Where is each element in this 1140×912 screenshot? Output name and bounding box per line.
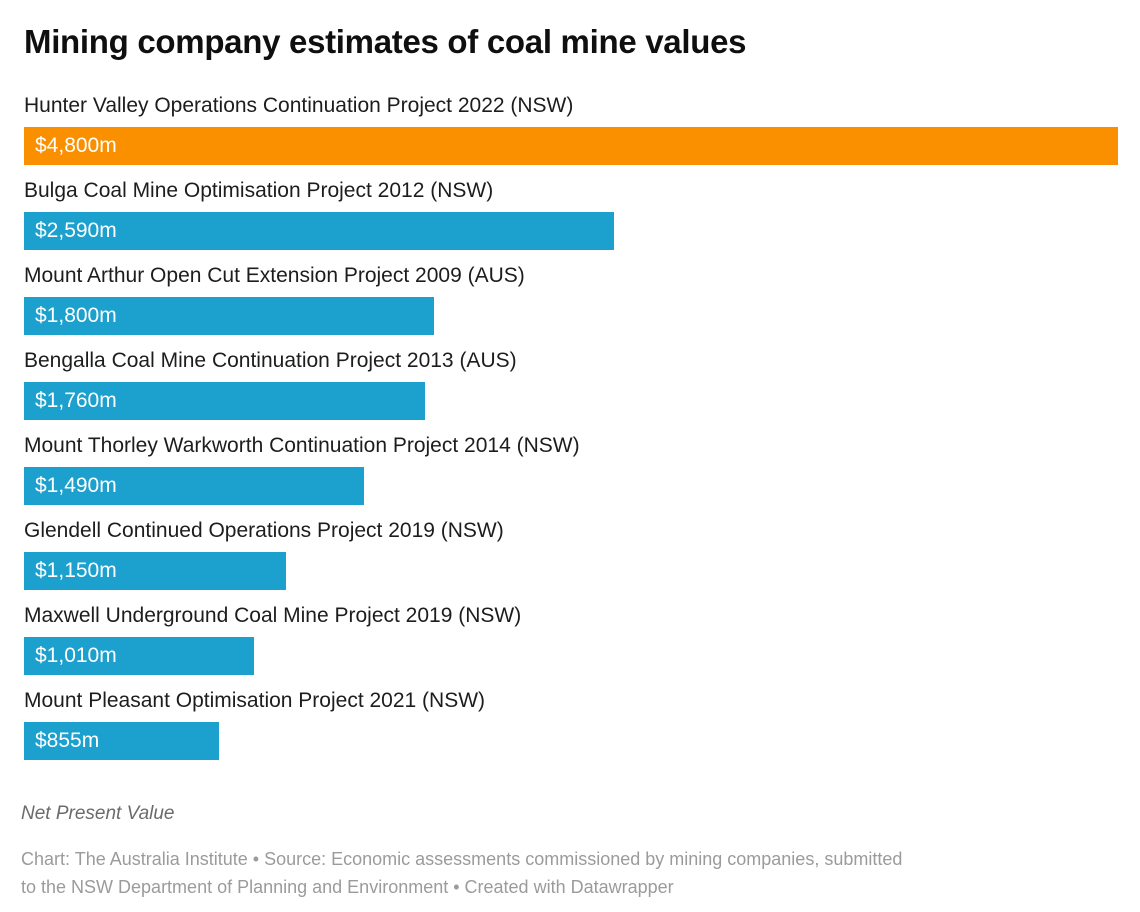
bar-mount-thorley: $1,490m (24, 467, 364, 505)
bar-value-label: $2,590m (35, 219, 117, 242)
bar-value-label: $855m (35, 729, 100, 752)
bar-track: $2,590m (24, 212, 1118, 250)
attribution-line: Chart: The Australia Institute • Source:… (21, 849, 903, 869)
bar-value-label: $1,760m (35, 389, 117, 412)
category-label: Hunter Valley Operations Continuation Pr… (24, 94, 574, 117)
bar-row: Bengalla Coal Mine Continuation Project … (24, 348, 1118, 433)
bar-track: $1,490m (24, 467, 1118, 505)
chart-title: Mining company estimates of coal mine va… (24, 23, 747, 60)
category-label: Glendell Continued Operations Project 20… (24, 519, 504, 542)
bar-row: Mount Pleasant Optimisation Project 2021… (24, 688, 1118, 773)
bar-value-label: $1,800m (35, 304, 117, 327)
category-label: Maxwell Underground Coal Mine Project 20… (24, 604, 522, 627)
bar-row: Mount Arthur Open Cut Extension Project … (24, 263, 1118, 348)
bar-value-label: $1,010m (35, 644, 117, 667)
bar-row: Glendell Continued Operations Project 20… (24, 518, 1118, 603)
chart-notes: Net Present Value (21, 803, 175, 824)
bar-value-label: $4,800m (35, 134, 117, 157)
bar-track: $4,800m (24, 127, 1118, 165)
attribution-line: to the NSW Department of Planning and En… (21, 877, 674, 897)
bar-mount-arthur: $1,800m (24, 297, 435, 335)
bar-bulga: $2,590m (24, 212, 615, 250)
bar-chart: Hunter Valley Operations Continuation Pr… (24, 93, 1118, 773)
category-label: Bulga Coal Mine Optimisation Project 201… (24, 179, 494, 202)
bar-track: $1,150m (24, 552, 1118, 590)
bar-row: Maxwell Underground Coal Mine Project 20… (24, 603, 1118, 688)
bar-value-label: $1,490m (35, 474, 117, 497)
bar-maxwell: $1,010m (24, 637, 255, 675)
bar-value-label: $1,150m (35, 559, 117, 582)
bar-track: $855m (24, 722, 1118, 760)
category-label: Mount Arthur Open Cut Extension Project … (24, 264, 525, 287)
category-label: Bengalla Coal Mine Continuation Project … (24, 349, 517, 372)
category-label: Mount Thorley Warkworth Continuation Pro… (24, 434, 580, 457)
bar-bengalla: $1,760m (24, 382, 426, 420)
bar-track: $1,760m (24, 382, 1118, 420)
category-label: Mount Pleasant Optimisation Project 2021… (24, 689, 486, 712)
bar-mount-pleasant: $855m (24, 722, 219, 760)
bar-row: Bulga Coal Mine Optimisation Project 201… (24, 178, 1118, 263)
chart-attribution: Chart: The Australia Institute • Source:… (21, 845, 1118, 901)
bar-track: $1,800m (24, 297, 1118, 335)
bar-hunter-valley: $4,800m (24, 127, 1118, 165)
bar-track: $1,010m (24, 637, 1118, 675)
bar-glendell: $1,150m (24, 552, 287, 590)
bar-row: Hunter Valley Operations Continuation Pr… (24, 93, 1118, 178)
bar-row: Mount Thorley Warkworth Continuation Pro… (24, 433, 1118, 518)
